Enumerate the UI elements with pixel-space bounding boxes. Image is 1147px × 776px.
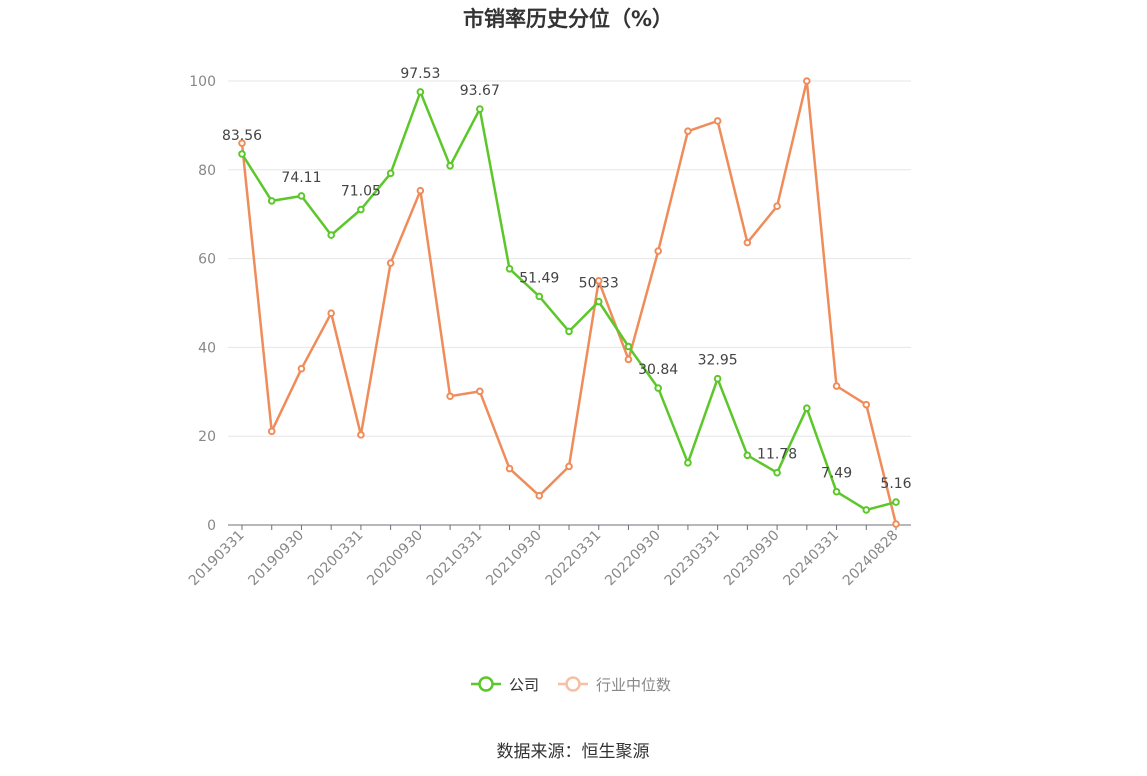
data-point (624, 355, 633, 364)
data-point (386, 259, 395, 267)
x-tick-label: 20210331 (424, 527, 486, 589)
chart-title: 市销率历史分位（%） (463, 7, 673, 31)
y-tick-label: 0 (207, 518, 216, 534)
data-label: 50.33 (579, 276, 619, 292)
data-point (565, 462, 573, 471)
data-point (654, 247, 662, 255)
data-point (773, 468, 781, 477)
data-point (267, 197, 276, 205)
data-label: 97.53 (400, 66, 440, 82)
legend-label: 公司 (509, 676, 539, 694)
data-point (446, 392, 454, 401)
data-label: 51.49 (519, 270, 559, 286)
data-point (476, 105, 484, 113)
data-point (832, 487, 841, 496)
data-point (446, 162, 454, 170)
data-point (476, 387, 484, 396)
x-tick-label: 20240828 (840, 527, 902, 589)
legend[interactable]: 公司 行业中位数 (471, 676, 671, 694)
data-labels: 83.56 74.11 71.05 97.53 93.67 51.49 50.33 30.84… (222, 66, 912, 492)
data-point (238, 139, 246, 147)
data-point (535, 292, 544, 301)
legend-item[interactable]: 公司 (471, 676, 539, 694)
x-tick-label: 20200930 (364, 527, 426, 589)
data-point (505, 464, 514, 473)
data-point (357, 431, 365, 439)
data-point (832, 382, 841, 390)
y-tick-label: 20 (198, 429, 216, 445)
data-point (297, 192, 306, 200)
legend-marker (478, 676, 494, 692)
y-axis: 0 20 40 60 80 100 (189, 74, 216, 534)
data-label: 5.16 (880, 476, 911, 492)
x-axis: 2019033120190930202003312020093020210331… (186, 524, 911, 589)
x-tick-label: 20240331 (780, 527, 842, 589)
data-point (862, 400, 871, 409)
data-label: 74.11 (281, 170, 321, 186)
x-tick-label: 20200331 (305, 527, 367, 589)
data-point (684, 459, 692, 467)
data-point (654, 384, 662, 392)
legend-marker (565, 676, 581, 692)
y-tick-label: 40 (198, 340, 216, 356)
data-point (684, 127, 692, 135)
data-point (594, 297, 603, 306)
data-point (238, 150, 246, 158)
y-tick-label: 100 (189, 74, 216, 90)
data-label: 30.84 (638, 362, 678, 378)
data-point (803, 77, 811, 85)
x-tick-label: 20220331 (543, 527, 605, 589)
data-point (862, 506, 871, 514)
data-point (743, 238, 752, 247)
source-note: 数据来源：恒生聚源 (497, 742, 650, 762)
data-point (386, 169, 395, 178)
data-label: 93.67 (460, 83, 500, 99)
data-point (892, 498, 900, 506)
data-point (357, 205, 365, 214)
series-line (240, 79, 898, 525)
series-layer (238, 77, 900, 528)
data-point (327, 231, 335, 239)
data-point (416, 186, 425, 195)
y-tick-label: 60 (198, 252, 216, 268)
data-point (565, 327, 573, 336)
data-point (713, 374, 722, 383)
data-point (594, 277, 603, 285)
x-tick-label: 20230930 (721, 527, 783, 589)
x-tick-label: 20190331 (186, 527, 248, 589)
x-tick-label: 20210930 (483, 527, 545, 589)
data-point (803, 404, 811, 413)
legend-label: 行业中位数 (596, 676, 671, 694)
data-point (327, 309, 335, 318)
y-tick-label: 80 (198, 163, 216, 179)
legend-item[interactable]: 行业中位数 (558, 676, 671, 694)
data-point (743, 451, 752, 460)
data-point (416, 88, 425, 96)
series-line (240, 90, 897, 512)
data-label: 11.78 (757, 447, 797, 463)
data-point (713, 117, 722, 125)
data-point (773, 202, 781, 211)
data-point (892, 520, 900, 528)
x-tick-label: 20220930 (602, 527, 664, 589)
data-point (267, 427, 276, 436)
data-label: 32.95 (698, 353, 738, 369)
data-label: 83.56 (222, 128, 262, 144)
data-point (624, 342, 633, 351)
x-tick-label: 20190930 (245, 527, 307, 589)
data-point (297, 364, 306, 373)
data-point (535, 491, 544, 500)
data-label: 71.05 (341, 184, 381, 200)
data-point (505, 265, 514, 273)
data-label: 7.49 (821, 466, 852, 482)
grid (228, 80, 911, 437)
x-tick-label: 20230331 (662, 527, 724, 589)
